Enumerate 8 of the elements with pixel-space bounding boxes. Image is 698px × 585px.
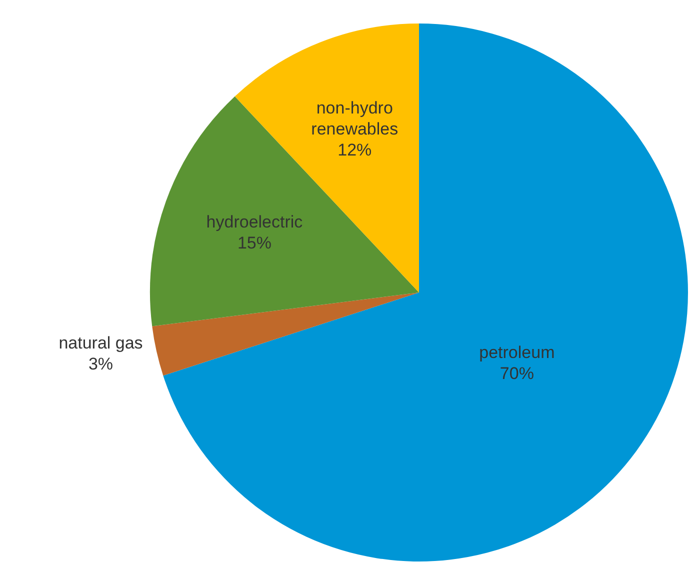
- data-label: 12%: [338, 140, 372, 160]
- slice-label: natural gas: [58, 333, 143, 352]
- data-label: 15%: [237, 233, 272, 252]
- slice-label: petroleum: [479, 342, 555, 362]
- data-label: 3%: [88, 354, 114, 374]
- data-label: 70%: [500, 364, 534, 383]
- slice-label: non-hydro renewables: [311, 98, 398, 139]
- slice-label: hydroelectric: [206, 212, 304, 232]
